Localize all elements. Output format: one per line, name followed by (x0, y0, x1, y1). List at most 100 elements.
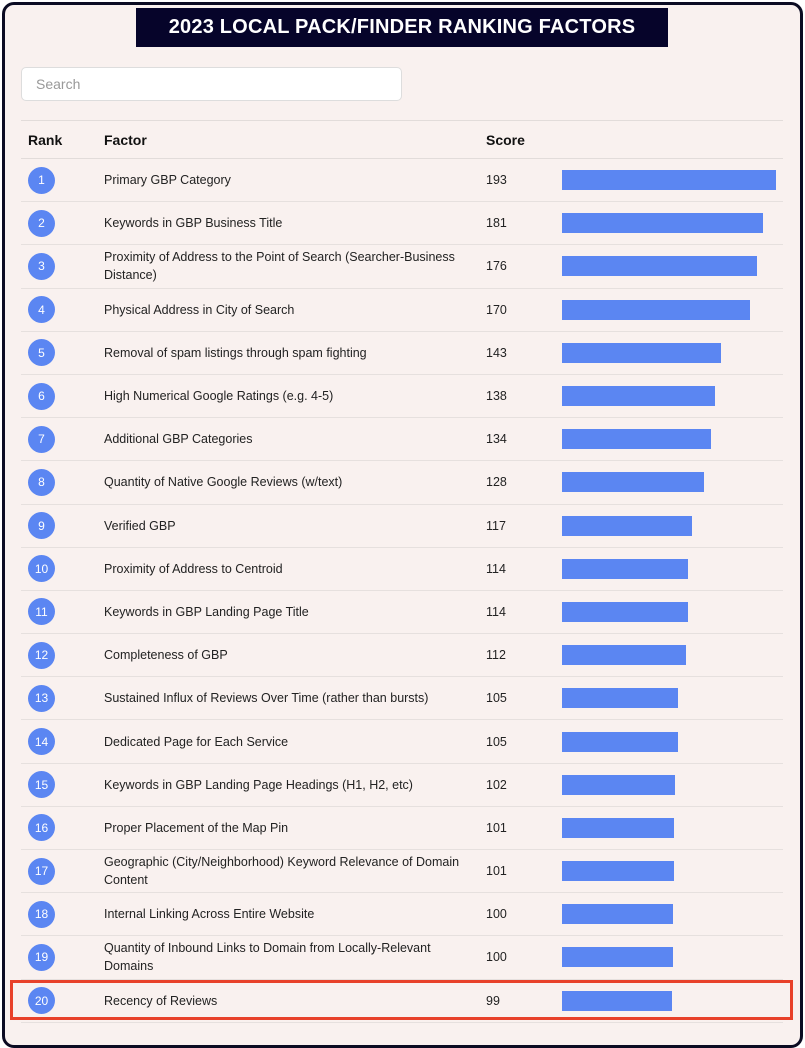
table-row: 5 Removal of spam listings through spam f… (21, 332, 783, 375)
factor-name: Primary GBP Category (104, 173, 231, 188)
table-row: 18 Internal Linking Across Entire Website… (21, 893, 783, 937)
factor-name: Sustained Influx of Reviews Over Time (r… (104, 691, 429, 706)
rank-badge: 8 (28, 468, 55, 496)
score-bar (562, 256, 758, 277)
factor-name: Keywords in GBP Landing Page Headings (H… (104, 777, 413, 792)
table-row: 9 Verified GBP 117 (21, 505, 783, 548)
table-row: 7 Additional GBP Categories 134 (21, 418, 783, 462)
rank-badge: 20 (28, 987, 55, 1015)
score-bar (562, 688, 679, 709)
factor-name: Quantity of Inbound Links to Domain from… (104, 941, 431, 974)
factor-name: Additional GBP Categories (104, 432, 253, 447)
table-row: 17 Geographic (City/Neighborhood) Keyword… (21, 850, 783, 894)
ranking-table: Rank Factor Score 1 Primary GBP Category 1… (21, 120, 783, 1023)
score-bar (562, 515, 692, 536)
score-bar (562, 601, 689, 622)
score-bar (562, 170, 776, 191)
score-value: 105 (486, 734, 507, 749)
score-bar (562, 342, 721, 363)
rank-badge: 16 (28, 814, 55, 842)
rank-badge: 1 (28, 166, 55, 194)
rank-badge: 9 (28, 512, 55, 540)
search-input[interactable] (21, 67, 402, 101)
table-row: 6 High Numerical Google Ratings (e.g. 4-5… (21, 375, 783, 419)
score-bar (562, 731, 679, 752)
factor-name: Removal of spam listings through spam fi… (104, 345, 367, 360)
table-row: 14 Dedicated Page for Each Service 105 (21, 720, 783, 764)
rank-badge: 19 (28, 943, 55, 971)
table-row: 1 Primary GBP Category 193 (21, 159, 783, 203)
rank-badge: 11 (28, 598, 55, 626)
score-bar (562, 774, 676, 795)
factor-name: Proximity of Address to the Point of Sea… (104, 250, 455, 283)
score-bar (562, 299, 751, 320)
table-row: 4 Physical Address in City of Search 170 (21, 289, 783, 332)
score-value: 101 (486, 864, 507, 879)
score-bar (562, 386, 715, 407)
factor-name: Verified GBP (104, 518, 176, 533)
score-value: 114 (486, 604, 506, 619)
rank-badge: 7 (28, 425, 55, 453)
score-value: 134 (486, 432, 507, 447)
column-header-score[interactable]: Score (486, 132, 525, 148)
factor-name: Completeness of GBP (104, 648, 228, 663)
factor-name: Keywords in GBP Landing Page Title (104, 604, 309, 619)
score-value: 99 (486, 993, 500, 1008)
score-value: 102 (486, 777, 507, 792)
factor-name: Physical Address in City of Search (104, 302, 295, 317)
table-row: 11 Keywords in GBP Landing Page Title 114 (21, 591, 783, 635)
factor-name: Proper Placement of the Map Pin (104, 820, 289, 835)
table-row: 3 Proximity of Address to the Point of Se… (21, 245, 783, 289)
score-bar (562, 213, 763, 234)
column-header-rank[interactable]: Rank (28, 132, 63, 148)
rank-badge: 13 (28, 684, 55, 712)
score-value: 101 (486, 820, 507, 835)
score-value: 100 (486, 907, 507, 922)
rank-badge: 5 (28, 339, 55, 367)
rank-badge: 4 (28, 296, 55, 324)
score-value: 112 (486, 648, 506, 663)
score-value: 138 (486, 389, 507, 404)
score-value: 114 (486, 561, 506, 576)
score-bar (562, 645, 687, 666)
table-row: 12 Completeness of GBP 112 (21, 634, 783, 678)
rank-badge: 10 (28, 555, 55, 583)
factor-name: Geographic (City/Neighborhood) Keyword R… (104, 855, 460, 888)
score-value: 143 (486, 345, 507, 360)
score-bar (562, 558, 689, 579)
rank-badge: 2 (28, 209, 55, 237)
table-row: 16 Proper Placement of the Map Pin 101 (21, 807, 783, 850)
factor-name: Quantity of Native Google Reviews (w/tex… (104, 475, 343, 490)
factor-name: Internal Linking Across Entire Website (104, 907, 315, 922)
page-title: 2023 LOCAL PACK/FINDER RANKING FACTORS (136, 8, 668, 47)
score-bar (562, 904, 673, 925)
table-row: 20 Recency of Reviews 99 (21, 980, 783, 1023)
factor-name: Proximity of Address to Centroid (104, 561, 283, 576)
table-header: Rank Factor Score (21, 120, 783, 159)
score-bar (562, 472, 704, 493)
table-row: 13 Sustained Influx of Reviews Over Time … (21, 677, 783, 721)
score-value: 128 (486, 475, 507, 490)
rank-badge: 3 (28, 252, 55, 280)
score-value: 181 (486, 216, 507, 231)
column-header-factor[interactable]: Factor (104, 132, 147, 148)
table-row: 19 Quantity of Inbound Links to Domain fr… (21, 936, 783, 980)
table-row: 15 Keywords in GBP Landing Page Headings … (21, 764, 783, 807)
score-bar (562, 429, 711, 450)
score-bar (562, 990, 672, 1011)
factor-name: High Numerical Google Ratings (e.g. 4-5) (104, 389, 334, 404)
score-value: 170 (486, 302, 507, 317)
score-bar (562, 947, 673, 968)
rank-badge: 6 (28, 382, 55, 410)
score-bar (562, 817, 674, 838)
factor-name: Dedicated Page for Each Service (104, 734, 289, 749)
score-value: 176 (486, 259, 507, 274)
table-row: 2 Keywords in GBP Business Title 181 (21, 202, 783, 246)
rank-badge: 14 (28, 728, 55, 756)
table-row: 10 Proximity of Address to Centroid 114 (21, 548, 783, 591)
score-bar (562, 861, 674, 882)
score-value: 105 (486, 691, 507, 706)
rank-badge: 12 (28, 641, 55, 669)
table-row: 8 Quantity of Native Google Reviews (w/te… (21, 461, 783, 505)
rank-badge: 18 (28, 900, 55, 928)
